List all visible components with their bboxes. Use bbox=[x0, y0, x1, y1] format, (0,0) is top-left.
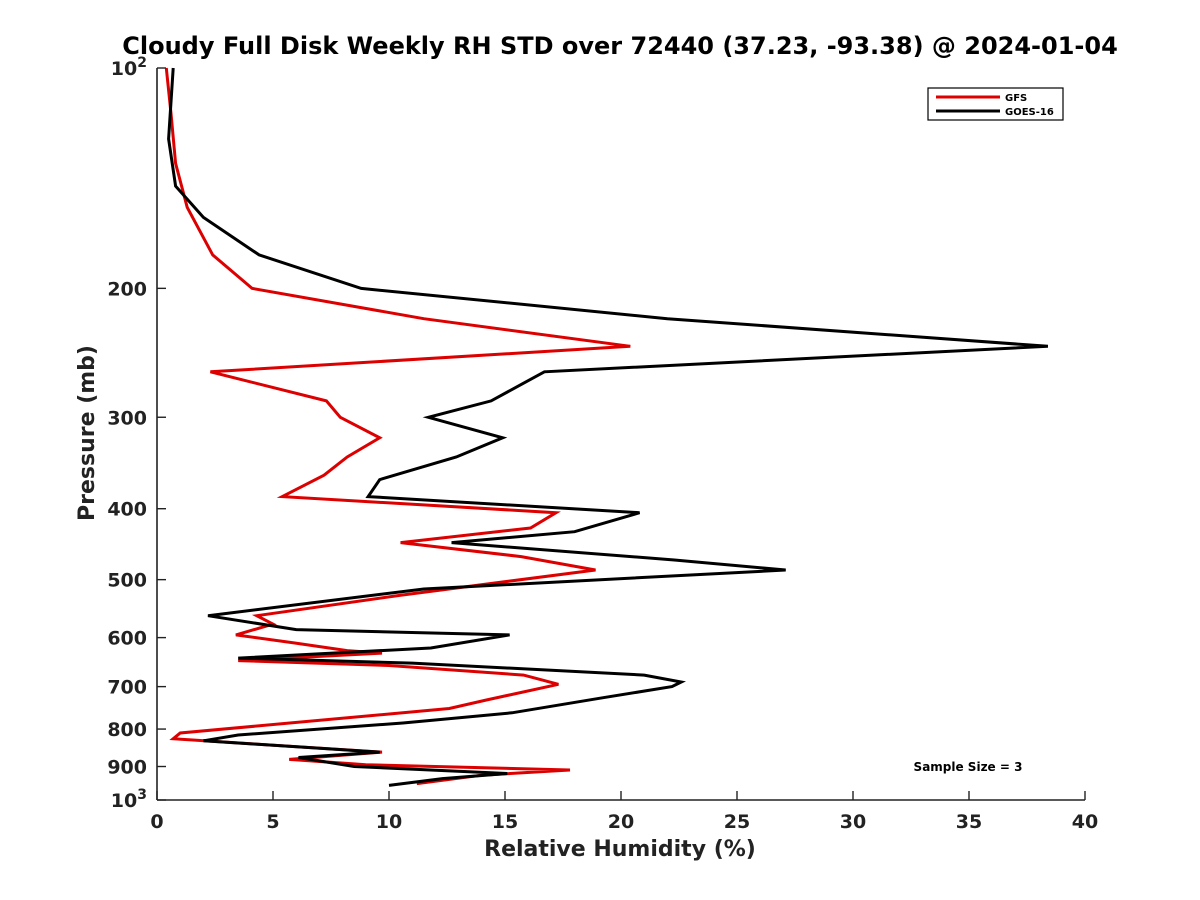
y-axis-label: Pressure (mb) bbox=[75, 345, 100, 521]
x-tick-label: 15 bbox=[492, 811, 518, 833]
x-axis-label: Relative Humidity (%) bbox=[484, 837, 756, 862]
y-tick-label: 600 bbox=[107, 628, 147, 650]
series-line-gfs bbox=[164, 67, 631, 786]
y-tick-label: 900 bbox=[107, 757, 147, 779]
x-tick-label: 30 bbox=[840, 811, 866, 833]
x-tick-label: 5 bbox=[266, 811, 279, 833]
legend-box bbox=[927, 87, 1064, 121]
y-tick-label: 400 bbox=[107, 499, 147, 521]
series-line-goes16 bbox=[167, 67, 1049, 787]
axes-layer: 0 5 10 15 20 25 30 35 40 102 200 300 400 500 600 700 800… bbox=[107, 55, 1098, 833]
y-tick-label: 700 bbox=[107, 677, 147, 699]
x-tick-label: 35 bbox=[956, 811, 982, 833]
x-tick-label: 25 bbox=[724, 811, 750, 833]
x-tick-label: 0 bbox=[150, 811, 163, 833]
y-tick-label: 103 bbox=[111, 787, 147, 812]
legend: GFS GOES-16 bbox=[927, 87, 1064, 121]
y-tick-label: 102 bbox=[111, 55, 147, 80]
series-layer bbox=[164, 67, 1049, 787]
x-tick-label: 10 bbox=[376, 811, 402, 833]
y-tick-label: 500 bbox=[107, 570, 147, 592]
legend-label-gfs: GFS bbox=[1005, 93, 1027, 104]
y-tick-label: 300 bbox=[107, 407, 147, 429]
x-tick-label: 20 bbox=[608, 811, 634, 833]
y-tick-label: 800 bbox=[107, 719, 147, 741]
chart-title: Cloudy Full Disk Weekly RH STD over 7244… bbox=[122, 32, 1118, 60]
x-tick-label: 40 bbox=[1072, 811, 1098, 833]
sample-size-annotation: Sample Size = 3 bbox=[914, 760, 1023, 774]
legend-label-goes16: GOES-16 bbox=[1005, 107, 1054, 118]
y-tick-label: 200 bbox=[107, 278, 147, 300]
